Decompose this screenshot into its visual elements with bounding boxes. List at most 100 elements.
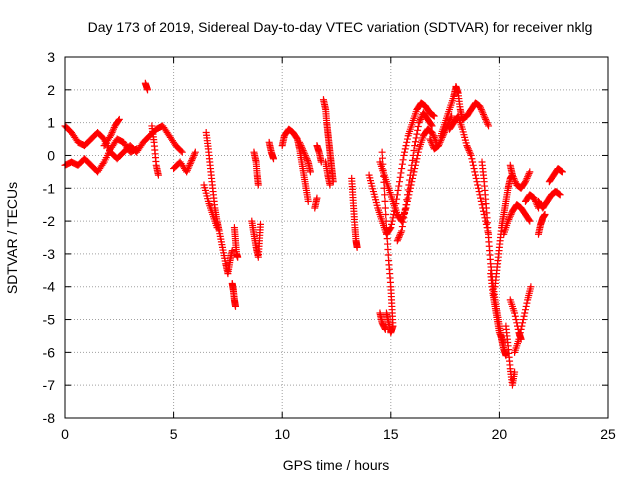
data-point (477, 106, 485, 114)
data-point (477, 194, 485, 202)
data-point (401, 148, 409, 156)
data-point (511, 178, 519, 186)
data-point (521, 309, 529, 317)
data-point (396, 173, 404, 181)
y-tick-label: -3 (43, 246, 56, 262)
data-point (411, 138, 419, 146)
data-point (531, 196, 539, 204)
data-point (296, 138, 304, 146)
data-point (556, 191, 564, 199)
data-point (430, 133, 438, 141)
data-point (468, 155, 476, 163)
data-point (525, 170, 533, 178)
data-point (408, 161, 416, 169)
data-point (464, 145, 472, 153)
chart-title: Day 173 of 2019, Sidereal Day-to-day VTE… (88, 19, 593, 35)
data-point (234, 253, 242, 261)
data-point (403, 191, 411, 199)
data-point (188, 156, 196, 164)
data-point (393, 237, 401, 245)
data-point (467, 151, 475, 159)
data-point (526, 168, 534, 176)
y-tick-label: 3 (47, 49, 55, 65)
data-point (396, 230, 404, 238)
data-point (298, 143, 306, 151)
data-point (398, 160, 406, 168)
data-point (475, 188, 483, 196)
data-point (107, 132, 115, 140)
data-point (519, 319, 527, 327)
data-point (178, 148, 186, 156)
data-point (530, 194, 538, 202)
data-point (483, 119, 491, 127)
x-tick-label: 15 (383, 426, 399, 442)
y-tick-label: 1 (47, 115, 55, 131)
data-point (469, 161, 477, 169)
data-point (395, 234, 403, 241)
data-point (472, 174, 480, 182)
data-point (430, 132, 438, 140)
data-point (187, 158, 195, 166)
data-point (399, 218, 407, 226)
data-point (393, 191, 401, 199)
data-point (430, 112, 438, 120)
data-point (99, 160, 107, 168)
data-point (185, 163, 193, 171)
data-point (409, 156, 417, 164)
data-series-sdtvar (61, 79, 566, 389)
data-point (480, 112, 488, 120)
data-point (518, 322, 526, 330)
data-point (526, 217, 534, 225)
data-point (403, 196, 411, 204)
y-axis-label: SDTVAR / TECUs (4, 182, 20, 294)
y-tick-label: -8 (43, 410, 56, 426)
data-point (482, 117, 490, 125)
data-point (188, 155, 196, 163)
data-point (429, 130, 437, 138)
data-point (133, 145, 141, 153)
data-point (413, 130, 421, 138)
data-point (472, 171, 480, 179)
data-point (414, 126, 422, 134)
data-point (541, 211, 549, 219)
data-point (409, 151, 417, 159)
data-point (379, 160, 387, 168)
y-tick-label: 2 (47, 82, 55, 98)
data-point (412, 158, 420, 166)
data-point (399, 156, 407, 164)
data-point (388, 217, 396, 225)
data-point (558, 168, 566, 176)
data-point (394, 186, 402, 194)
data-point (410, 147, 418, 155)
x-axis-label: GPS time / hours (283, 457, 390, 473)
data-point (304, 197, 312, 205)
data-point (520, 312, 528, 320)
data-point (416, 115, 424, 123)
data-point (495, 329, 503, 337)
data-point (297, 142, 305, 150)
axis-ticks (64, 56, 609, 419)
data-point (184, 165, 192, 173)
data-point (482, 220, 490, 228)
data-point (353, 243, 361, 251)
y-tick-label: -6 (43, 344, 56, 360)
data-point (506, 214, 514, 222)
data-point (413, 155, 421, 163)
data-point (521, 178, 529, 186)
data-point (411, 142, 419, 150)
plot-frame (64, 56, 609, 419)
data-point (395, 232, 403, 240)
data-point (522, 302, 530, 310)
data-point (466, 148, 474, 156)
data-point (302, 153, 310, 161)
data-point (388, 220, 396, 228)
data-point (394, 235, 402, 243)
data-point (522, 176, 530, 184)
data-point (300, 148, 308, 156)
data-point (428, 122, 436, 130)
x-tick-label: 25 (600, 426, 616, 442)
data-point (378, 148, 386, 156)
data-point (509, 173, 517, 181)
data-point (401, 209, 409, 217)
data-point (107, 130, 115, 138)
